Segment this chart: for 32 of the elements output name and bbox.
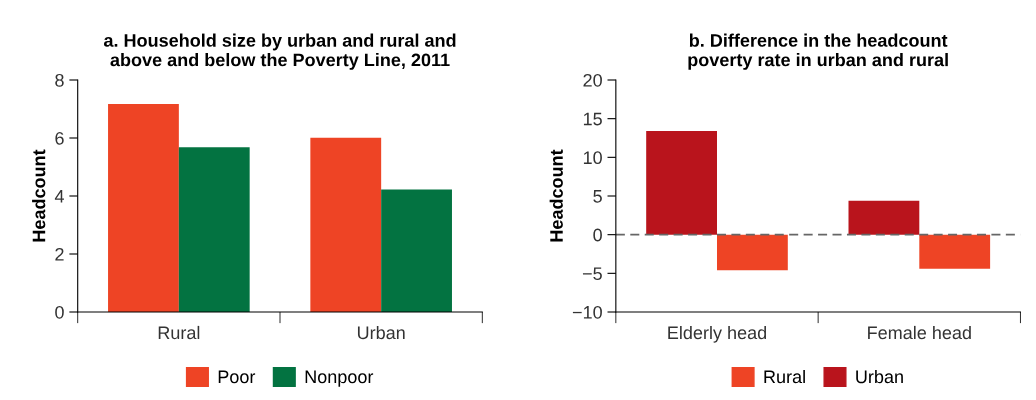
y-tick-label: 0: [55, 305, 64, 319]
y-axis-title: Headcount: [549, 149, 563, 242]
y-tick-label: 10: [583, 151, 602, 165]
x-tick-label: Female head: [868, 325, 971, 340]
y-tick-label: 8: [55, 73, 64, 87]
legend-label: Poor: [218, 370, 256, 384]
bar: [381, 189, 452, 312]
y-axis-title: Headcount: [32, 149, 46, 242]
legend-label: Rural: [764, 369, 805, 384]
bar: [848, 200, 920, 235]
x-tick-label: Elderly head: [668, 325, 767, 343]
bar: [310, 137, 382, 312]
y-tick-label: −5: [582, 267, 602, 281]
y-tick-label: 2: [55, 247, 64, 261]
bar: [919, 234, 991, 269]
y-tick-label: 5: [593, 190, 602, 203]
bar: [717, 234, 788, 271]
y-tick-label: 0: [593, 228, 602, 242]
chart-title: b. Difference in the headcount poverty rate in urban and rural: [688, 33, 948, 70]
chart-title: a. Household size by urban and rural and above and below the Poverty Line, 2011: [103, 33, 456, 70]
x-tick-label: Rural: [158, 325, 200, 340]
y-tick-label: 6: [55, 131, 64, 145]
y-tick-label: −10: [572, 305, 602, 319]
x-tick-label: Urban: [357, 325, 405, 340]
bar: [646, 131, 717, 235]
bar: [108, 104, 179, 312]
y-tick-label: 4: [54, 190, 64, 203]
legend-label: Urban: [856, 369, 903, 384]
y-tick-label: 15: [583, 112, 602, 126]
legend-label: Nonpoor: [305, 370, 374, 387]
bar: [178, 147, 250, 312]
y-tick-label: 20: [583, 73, 602, 87]
